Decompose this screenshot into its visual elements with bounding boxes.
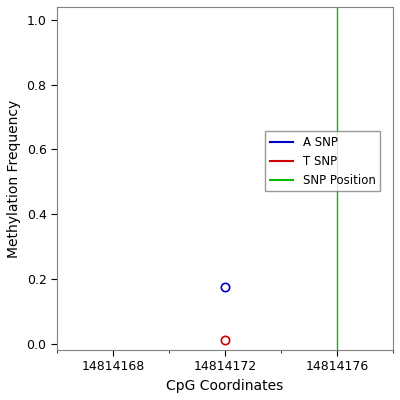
Y-axis label: Methylation Frequency: Methylation Frequency bbox=[7, 99, 21, 258]
X-axis label: CpG Coordinates: CpG Coordinates bbox=[166, 379, 284, 393]
Legend: A SNP, T SNP, SNP Position: A SNP, T SNP, SNP Position bbox=[265, 131, 380, 192]
